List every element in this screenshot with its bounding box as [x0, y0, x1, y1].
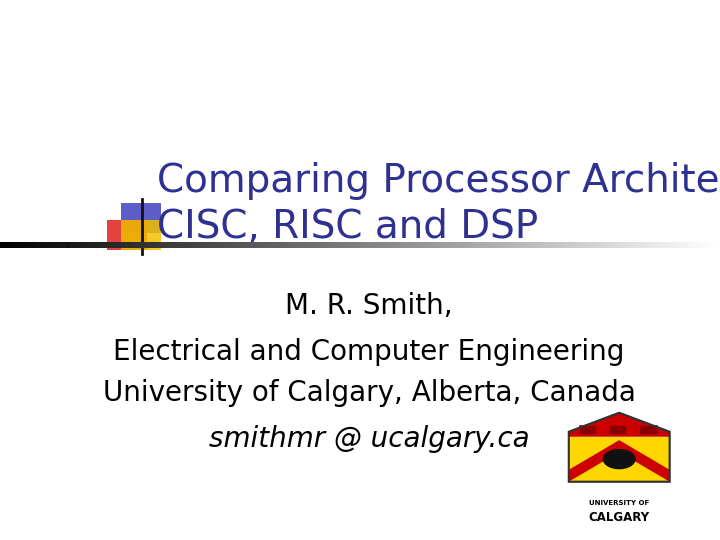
Bar — [639, 424, 657, 434]
Polygon shape — [569, 436, 670, 482]
Bar — [107, 220, 147, 250]
Polygon shape — [569, 413, 670, 482]
Text: Electrical and Computer Engineering: Electrical and Computer Engineering — [113, 338, 625, 366]
Bar — [579, 424, 596, 434]
Text: smithmr @ ucalgary.ca: smithmr @ ucalgary.ca — [209, 425, 529, 453]
Bar — [609, 424, 626, 434]
Text: CISC, RISC and DSP: CISC, RISC and DSP — [157, 208, 539, 246]
Text: Comparing Processor Architectures: Comparing Processor Architectures — [157, 162, 720, 200]
Polygon shape — [569, 440, 670, 482]
Bar — [121, 203, 161, 233]
Polygon shape — [569, 413, 670, 436]
Text: CALGARY: CALGARY — [589, 511, 649, 524]
Text: M. R. Smith,: M. R. Smith, — [285, 292, 453, 320]
Ellipse shape — [603, 450, 635, 469]
Bar — [121, 220, 161, 250]
Text: University of Calgary, Alberta, Canada: University of Calgary, Alberta, Canada — [102, 379, 636, 407]
Text: UNIVERSITY OF: UNIVERSITY OF — [589, 500, 649, 506]
